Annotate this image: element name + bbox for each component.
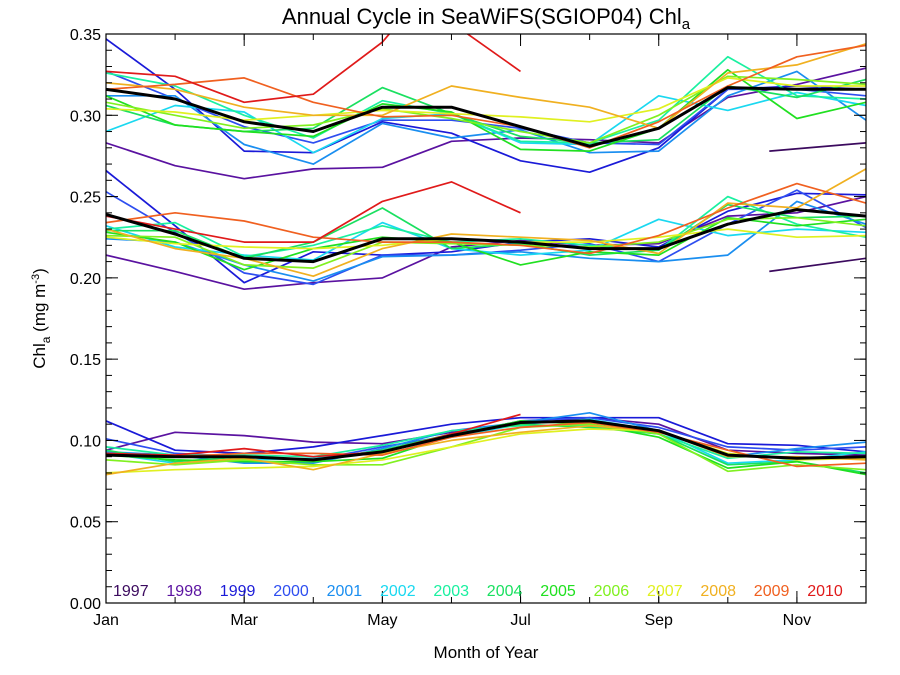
y-tick-label: 0.35 bbox=[70, 27, 101, 44]
y-axis-label-unit: (mg m bbox=[30, 284, 49, 337]
legend-label-2001: 2001 bbox=[327, 583, 363, 600]
plot-frame bbox=[105, 33, 867, 604]
series-line-1999-1 bbox=[106, 169, 866, 284]
x-tick-label: May bbox=[367, 612, 397, 629]
series-line-1997-0 bbox=[769, 142, 866, 152]
series-line-mean-1 bbox=[106, 208, 866, 264]
x-tick-label: Jan bbox=[93, 612, 119, 629]
series-line-2006-0 bbox=[106, 75, 866, 144]
y-axis-label: Chla (mg m-3) bbox=[30, 268, 53, 369]
y-tick-label: 0.20 bbox=[70, 271, 101, 288]
series-line-2008-0 bbox=[106, 42, 866, 130]
axis-tick-labels: 0.00 0.05 0.10 0.15 0.20 0.25 0.30 0.35 Jan Mar Ma… bbox=[70, 27, 811, 629]
legend-label-2010: 2010 bbox=[807, 583, 843, 600]
y-tick-label: 0.10 bbox=[70, 433, 101, 450]
legend-label-2002: 2002 bbox=[380, 583, 416, 600]
series-line-1999-2 bbox=[106, 416, 866, 455]
series-line-2010-0 bbox=[106, 34, 521, 104]
series-line-2009-2 bbox=[106, 421, 866, 468]
x-tick-label: Nov bbox=[783, 612, 811, 629]
series-line-2003-0 bbox=[106, 55, 866, 144]
legend-label-2009: 2009 bbox=[754, 583, 790, 600]
x-tick-label: Jul bbox=[510, 612, 530, 629]
y-tick-label: 0.25 bbox=[70, 190, 101, 207]
y-axis-label-unit-close: ) bbox=[30, 268, 49, 274]
chart-title-main: Annual Cycle in SeaWiFS(SGIOP04) Chl bbox=[282, 4, 682, 29]
legend-label-1999: 1999 bbox=[220, 583, 256, 600]
series-line-2001-0 bbox=[106, 70, 866, 165]
legend-label-2005: 2005 bbox=[540, 583, 576, 600]
series-line-mean-2 bbox=[106, 419, 866, 462]
legend-label-2000: 2000 bbox=[273, 583, 309, 600]
y-tick-label: 0.05 bbox=[70, 515, 101, 532]
legend-label-2006: 2006 bbox=[594, 583, 630, 600]
chart-title-subscript: a bbox=[682, 16, 691, 33]
series-line-mean-0 bbox=[106, 86, 866, 148]
legend-label-2003: 2003 bbox=[433, 583, 469, 600]
series-line-2009-1 bbox=[106, 182, 866, 255]
y-tick-label: 0.00 bbox=[70, 596, 101, 613]
series-line-2009-0 bbox=[106, 44, 866, 149]
legend-label-1998: 1998 bbox=[166, 583, 202, 600]
y-axis-label-main: Chl bbox=[30, 343, 49, 369]
legend-label-2007: 2007 bbox=[647, 583, 683, 600]
x-axis-label: Month of Year bbox=[434, 643, 539, 662]
legend-label-1997: 1997 bbox=[113, 583, 149, 600]
legend-label-2008: 2008 bbox=[700, 583, 736, 600]
x-tick-label: Mar bbox=[230, 612, 258, 629]
series-line-2010-1 bbox=[106, 181, 521, 243]
y-tick-label: 0.15 bbox=[70, 352, 101, 369]
axis-ticks bbox=[105, 33, 867, 604]
y-tick-label: 0.30 bbox=[70, 108, 101, 125]
series-line-1998-0 bbox=[106, 67, 866, 180]
chart-title: Annual Cycle in SeaWiFS(SGIOP04) Chla bbox=[282, 4, 691, 33]
legend: 1997 1998 1999 2000 2001 2002 2003 2004 2005 2006… bbox=[113, 583, 843, 600]
x-tick-label: Sep bbox=[644, 612, 673, 629]
series-line-2005-0 bbox=[106, 68, 866, 152]
y-axis-label-superscript: -3 bbox=[30, 274, 42, 284]
series-line-2010-2 bbox=[106, 413, 521, 458]
y-axis-label-subscript: a bbox=[39, 336, 53, 343]
legend-label-2004: 2004 bbox=[487, 583, 523, 600]
series-line-1997-1 bbox=[769, 257, 866, 273]
plot-lines bbox=[106, 34, 866, 476]
